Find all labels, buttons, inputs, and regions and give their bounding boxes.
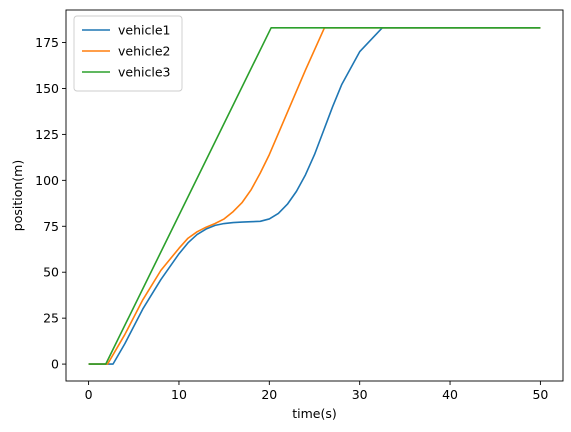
series-line-vehicle1: [88, 27, 541, 365]
x-axis-label: time(s): [292, 406, 337, 421]
x-tick-label: 30: [352, 387, 368, 402]
y-tick-label: 150: [35, 81, 59, 96]
legend-label-vehicle1: vehicle1: [118, 23, 170, 38]
x-tick-label: 40: [442, 387, 458, 402]
y-axis-ticks: 0 25 50 75 100 125 150 175: [35, 35, 66, 372]
x-axis-ticks: 0 10 20 30 40 50: [85, 381, 548, 402]
y-tick-label: 25: [43, 311, 59, 326]
plot-series: [88, 27, 541, 365]
x-tick-label: 20: [261, 387, 277, 402]
y-tick-label: 125: [35, 127, 59, 142]
plot-area-frame: [65, 9, 564, 382]
legend-label-vehicle3: vehicle3: [118, 65, 170, 80]
y-tick-label: 0: [51, 357, 59, 372]
x-tick-label: 10: [171, 387, 187, 402]
y-tick-label: 175: [35, 35, 59, 50]
y-tick-label: 100: [35, 173, 59, 188]
series-line-vehicle3: [88, 27, 541, 365]
y-tick-label: 75: [43, 219, 59, 234]
x-tick-label: 50: [532, 387, 548, 402]
legend-label-vehicle2: vehicle2: [118, 44, 170, 59]
x-tick-label: 0: [85, 387, 93, 402]
y-tick-label: 50: [43, 265, 59, 280]
legend: vehicle1 vehicle2 vehicle3: [73, 15, 183, 92]
series-line-vehicle2: [88, 27, 541, 365]
y-axis-label: position(m): [10, 160, 25, 231]
